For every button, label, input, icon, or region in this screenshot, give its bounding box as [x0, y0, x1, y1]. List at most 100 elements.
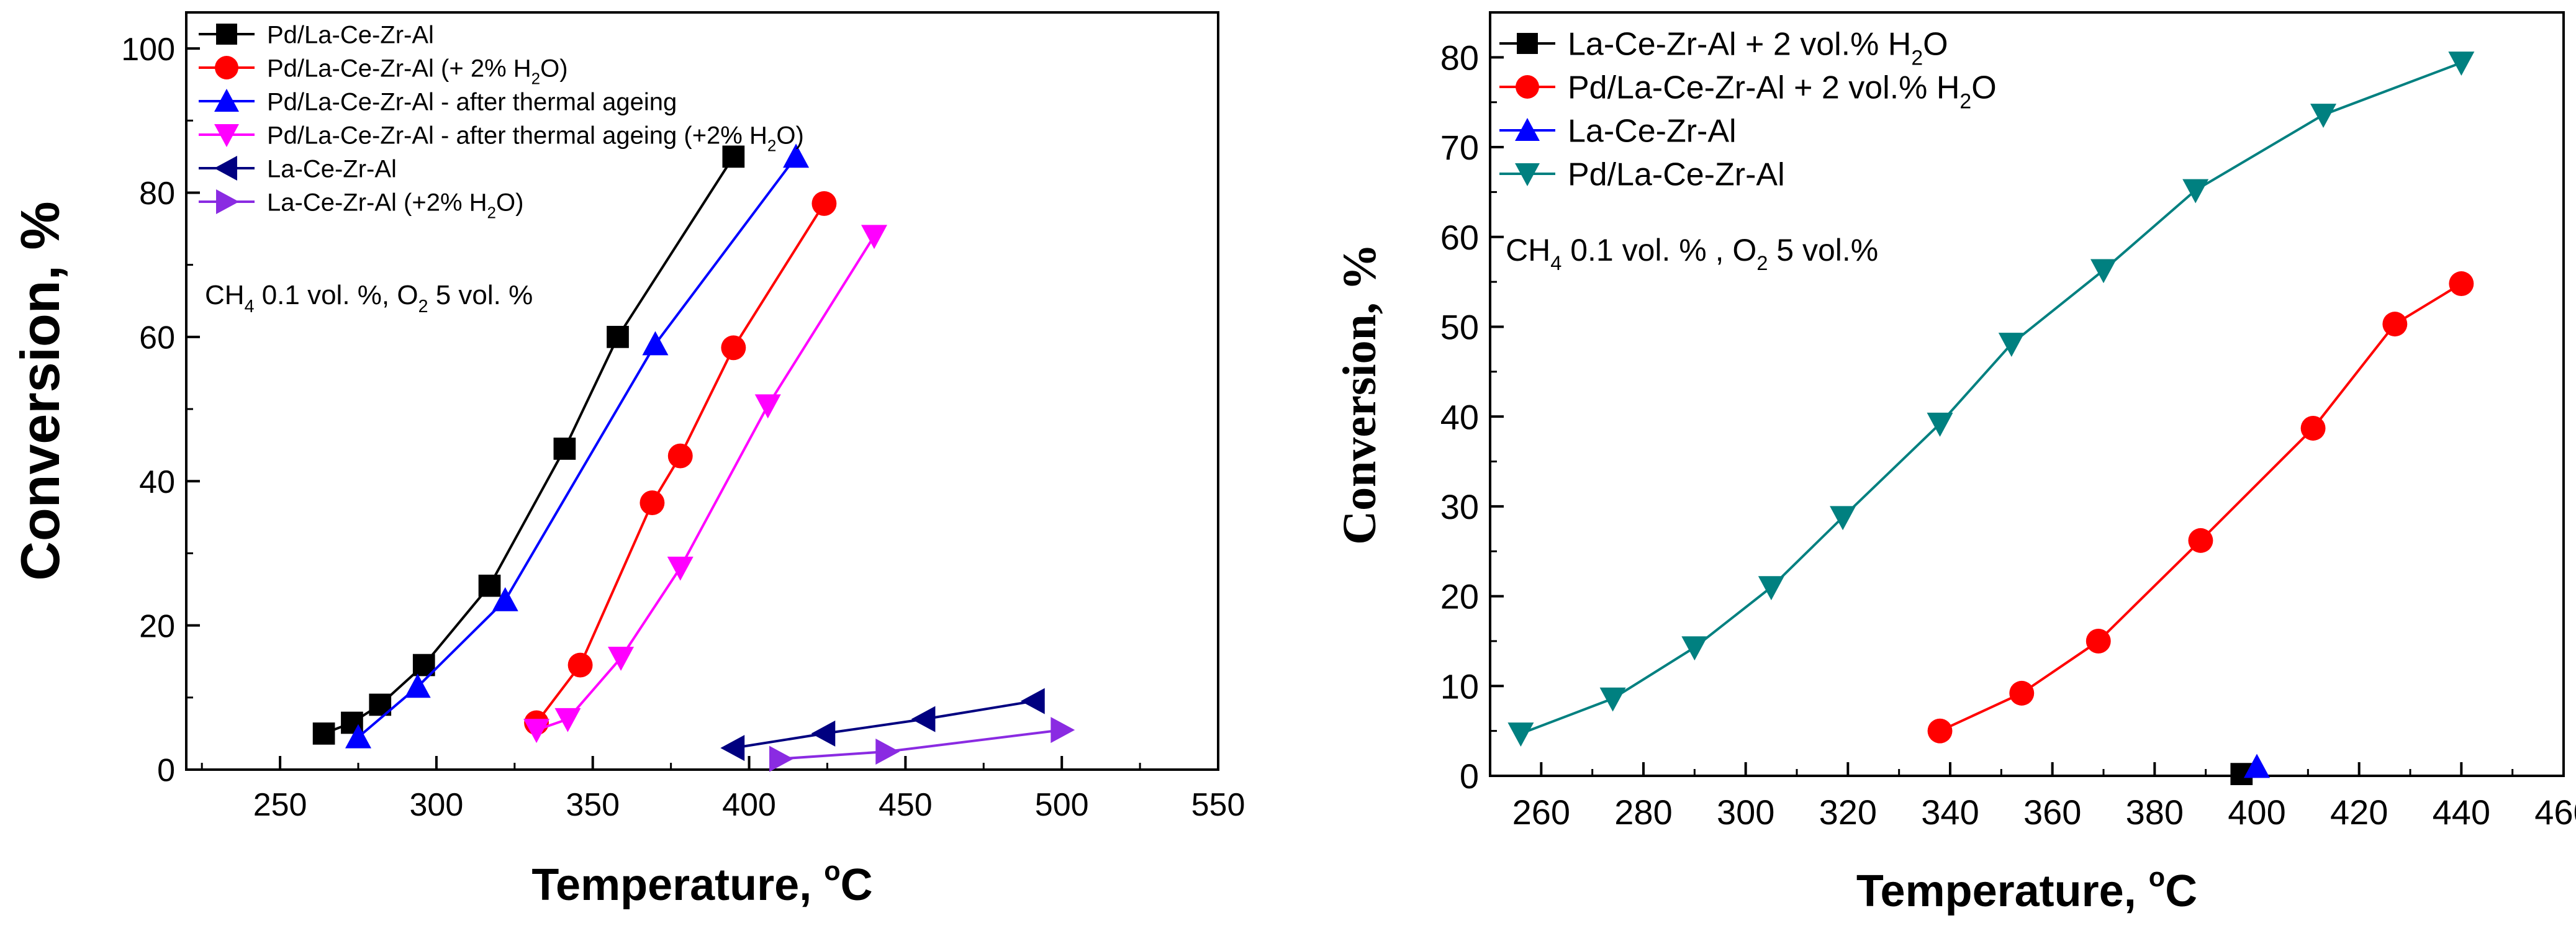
legend-label: Pd/La-Ce-Zr-Al - after thermal ageing (+…: [267, 122, 804, 155]
data-point: [492, 587, 518, 611]
data-point: [478, 574, 501, 597]
data-point: [1758, 576, 1784, 601]
legend-label: La-Ce-Zr-Al (+2% H2O): [267, 189, 523, 222]
y-tick-label: 40: [139, 464, 175, 500]
data-point: [608, 647, 635, 671]
conditions-annotation: CH4 0.1 vol. % , O2 5 vol.%: [1506, 233, 1878, 274]
data-point: [2182, 179, 2209, 204]
legend-marker: [214, 89, 239, 112]
y-tick-label: 20: [1440, 577, 1479, 616]
data-point: [911, 706, 936, 732]
plot-frame: [185, 11, 1219, 771]
y-tick-label: 40: [1440, 397, 1479, 436]
data-point: [1599, 687, 1626, 712]
legend-marker: [215, 56, 238, 79]
x-tick-label: 360: [2023, 793, 2081, 832]
y-tick-label: 10: [1440, 667, 1479, 706]
data-point: [2300, 416, 2326, 441]
x-tick-label: 320: [1819, 793, 1877, 832]
y-tick-label: 80: [139, 176, 175, 212]
legend-marker: [1516, 75, 1539, 99]
y-tick-label: 70: [1440, 128, 1479, 167]
data-point: [875, 738, 900, 765]
data-point: [1020, 688, 1045, 714]
legend-marker: [216, 24, 237, 45]
x-tick-label: 400: [2228, 793, 2285, 832]
data-point: [2449, 271, 2474, 296]
x-tick-label: 300: [410, 787, 464, 823]
data-point: [721, 335, 746, 361]
chart-right: 260 280 300 320 340 360 380 400 420 440 460 0 10 20 30…: [1334, 11, 2576, 916]
y-axis-label: Conversion, %: [9, 201, 71, 580]
data-point: [720, 735, 745, 762]
x-tick-label: 350: [566, 787, 620, 823]
legend-label: Pd/La-Ce-Zr-Al - after thermal ageing: [267, 88, 677, 115]
legend-label: Pd/La-Ce-Zr-Al + 2 vol.% H2O: [1568, 70, 1997, 114]
data-point: [1051, 717, 1075, 744]
chart-left: 250 300 350 400 450 500 550 0 20 40 60 80 100 Tempera…: [9, 11, 1245, 910]
y-axis-label: Conversion, %: [1334, 243, 1386, 545]
y-tick-label: 0: [157, 753, 175, 789]
data-point: [523, 719, 550, 744]
data-point: [2382, 312, 2408, 337]
data-point: [783, 143, 810, 168]
data-point: [667, 443, 693, 469]
x-tick-label: 400: [722, 787, 776, 823]
legend-label: Pd/La-Ce-Zr-Al: [267, 21, 434, 48]
y-tick-label: 60: [139, 320, 175, 356]
x-tick-label: 380: [2126, 793, 2184, 832]
data-point: [2009, 680, 2035, 706]
y-tick-label: 30: [1440, 487, 1479, 526]
data-point: [2086, 628, 2111, 654]
data-point: [1681, 636, 1708, 661]
data-point: [2244, 753, 2270, 778]
data-point: [553, 438, 576, 460]
series-line: [733, 699, 1034, 750]
plot-frame: [1489, 11, 2565, 777]
x-tick-label: 250: [253, 787, 307, 823]
data-point: [861, 225, 887, 250]
data-point: [667, 556, 694, 581]
legend-marker: [214, 124, 239, 147]
x-tick-label: 300: [1717, 793, 1774, 832]
x-tick-label: 460: [2534, 793, 2576, 832]
data-point: [1927, 412, 1953, 437]
data-point: [404, 673, 431, 698]
x-axis-label: Temperature, oC: [531, 857, 872, 910]
y-tick-label: 50: [1440, 308, 1479, 347]
x-tick-label: 420: [2330, 793, 2388, 832]
data-point: [567, 652, 593, 678]
y-tick-label: 20: [139, 608, 175, 644]
legend-label: La-Ce-Zr-Al: [267, 155, 397, 182]
data-point: [1830, 506, 1856, 531]
data-point: [722, 145, 745, 168]
data-point: [1998, 333, 2025, 357]
y-tick-label: 0: [1460, 757, 1479, 796]
data-point: [811, 720, 836, 747]
conditions-annotation: CH4 0.1 vol. %, O2 5 vol. %: [205, 280, 533, 317]
series-line: [323, 156, 735, 735]
legend-marker: [1517, 33, 1538, 54]
legend-label: Pd/La-Ce-Zr-Al: [1568, 157, 1785, 193]
legend-label: Pd/La-Ce-Zr-Al (+ 2% H2O): [267, 55, 568, 88]
x-axis-label: Temperature, oC: [1856, 863, 2197, 916]
y-tick-label: 100: [121, 32, 175, 68]
legend-marker: [214, 156, 237, 181]
data-point: [2188, 528, 2213, 553]
data-point: [754, 394, 781, 419]
series-line: [357, 156, 797, 739]
data-point: [2448, 52, 2475, 76]
legend-label: La-Ce-Zr-Al + 2 vol.% H2O: [1568, 27, 1948, 70]
data-point: [607, 326, 629, 348]
y-tick-label: 60: [1440, 218, 1479, 257]
data-point: [312, 722, 335, 745]
data-point: [639, 490, 665, 516]
data-point: [811, 191, 837, 216]
legend-marker: [1515, 118, 1540, 141]
x-tick-label: 340: [1921, 793, 1979, 832]
data-point: [554, 708, 581, 732]
x-tick-label: 500: [1035, 787, 1089, 823]
x-tick-label: 450: [879, 787, 933, 823]
data-point: [2090, 259, 2117, 284]
